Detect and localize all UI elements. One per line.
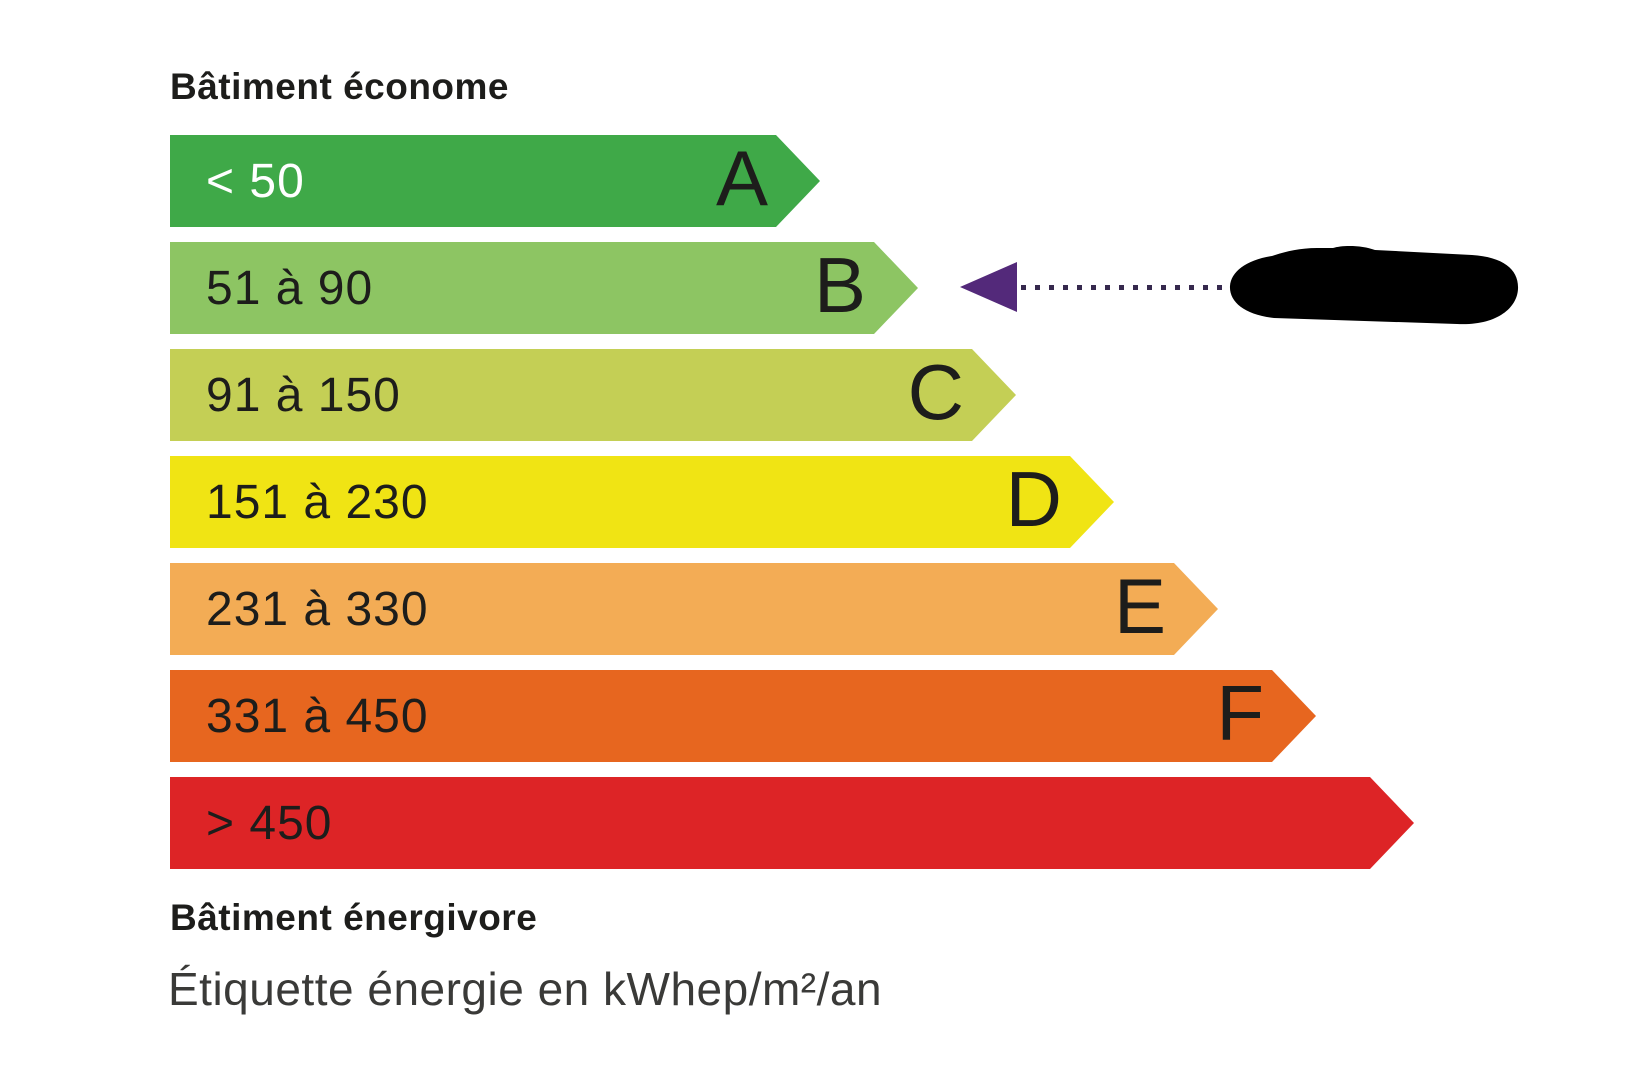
bar-class-letter: A [715,133,768,222]
energy-scale: < 50 A 51 à 90 B 91 à 150 C 151 à 230 D … [170,135,1414,869]
bar-class-letter: C [907,347,964,436]
bar-class-letter: D [1005,454,1062,543]
energy-bar-g: > 450 [170,777,1414,869]
bar-range-label: > 450 [206,796,333,850]
energy-bar-e: 231 à 330 E [170,563,1218,655]
energy-caption: Étiquette énergie en kWhep/m²/an [168,963,883,1015]
indicator-arrow-icon [960,262,1017,312]
bar-class-letter: F [1216,668,1264,757]
bar-range-label: 91 à 150 [206,368,401,422]
bar-range-label: 231 à 330 [206,582,429,636]
bar-range-label: < 50 [206,154,305,208]
redaction-mark [1229,245,1519,325]
economical-label: Bâtiment économe [170,66,510,107]
bar-class-letter: E [1113,561,1166,650]
energy-bar-a: < 50 A [170,135,820,227]
energy-bar-c: 91 à 150 C [170,349,1016,441]
energy-bar-b: 51 à 90 B [170,242,918,334]
energy-bar-f: 331 à 450 F [170,670,1316,762]
bar-range-label: 51 à 90 [206,261,374,315]
bar-range-label: 151 à 230 [206,475,429,529]
bar-range-label: 331 à 450 [206,689,429,743]
energy-bar-d: 151 à 230 D [170,456,1114,548]
bar-class-letter: B [813,240,866,329]
indicator-dotted-line [1021,285,1225,290]
energy-intensive-label: Bâtiment énergivore [170,897,538,938]
